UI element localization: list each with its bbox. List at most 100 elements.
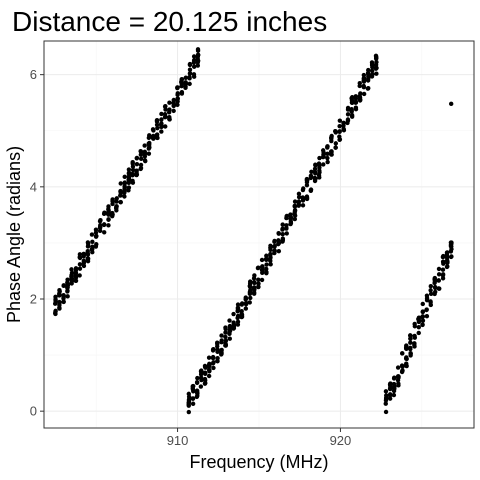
data-point	[333, 145, 338, 150]
data-point	[301, 186, 306, 191]
data-point	[445, 264, 450, 269]
data-point	[440, 259, 446, 264]
y-tick-label: 2	[30, 292, 37, 307]
data-point	[247, 300, 252, 305]
data-point	[280, 227, 285, 232]
data-point	[171, 108, 176, 114]
data-point	[391, 392, 397, 398]
data-point	[198, 384, 204, 389]
data-point	[251, 276, 257, 281]
data-point	[206, 373, 212, 379]
data-point	[284, 226, 289, 231]
x-tick-label: 920	[330, 433, 352, 448]
data-point	[433, 289, 438, 295]
data-point	[69, 270, 75, 276]
data-point	[268, 247, 273, 253]
data-point	[134, 161, 140, 167]
data-point	[138, 149, 144, 154]
data-point	[317, 170, 322, 175]
data-point	[268, 256, 273, 261]
data-point	[183, 80, 188, 85]
data-point	[284, 223, 289, 228]
data-point	[251, 290, 257, 295]
data-point	[130, 164, 136, 169]
data-point	[130, 173, 135, 178]
y-tick-label: 6	[30, 67, 37, 82]
data-point	[223, 338, 229, 343]
data-point	[268, 243, 273, 248]
data-point	[97, 228, 103, 234]
data-point	[268, 251, 273, 257]
data-point	[211, 365, 216, 371]
data-point	[420, 301, 425, 307]
data-point	[288, 212, 293, 217]
data-point	[345, 107, 351, 112]
data-point	[312, 178, 318, 184]
data-point	[404, 355, 409, 360]
data-point	[349, 100, 355, 105]
data-point	[374, 71, 379, 76]
data-point	[449, 244, 454, 249]
data-point	[412, 341, 417, 346]
data-point	[106, 204, 111, 209]
data-point	[329, 136, 334, 141]
data-point	[296, 191, 302, 197]
data-point	[101, 222, 107, 228]
data-point	[90, 239, 95, 245]
data-point	[235, 302, 241, 307]
data-point	[248, 295, 253, 301]
data-point	[365, 86, 371, 91]
data-point	[202, 378, 208, 383]
data-point	[73, 271, 78, 277]
data-point	[432, 284, 438, 290]
data-point	[215, 347, 220, 352]
data-point	[317, 155, 322, 161]
data-point	[345, 120, 350, 126]
data-point	[424, 313, 430, 319]
data-point	[349, 114, 355, 119]
data-point	[215, 341, 220, 347]
data-point	[138, 162, 144, 168]
data-point	[122, 189, 127, 194]
data-point	[122, 194, 127, 199]
data-point	[416, 318, 422, 323]
data-point	[57, 292, 62, 298]
data-point	[191, 64, 197, 69]
data-point	[186, 400, 192, 405]
data-point	[369, 60, 375, 65]
data-point	[190, 385, 195, 391]
data-point	[61, 293, 66, 298]
data-point	[223, 330, 228, 335]
data-point	[325, 151, 330, 157]
data-point	[349, 96, 354, 101]
data-point	[126, 170, 132, 175]
data-point	[93, 244, 99, 249]
data-point	[260, 264, 265, 269]
data-point	[436, 286, 442, 291]
data-point	[187, 62, 193, 68]
data-point	[337, 118, 343, 123]
data-point	[146, 151, 152, 156]
data-point	[420, 309, 426, 314]
data-point	[357, 83, 362, 89]
data-point	[175, 98, 180, 103]
data-point	[147, 133, 152, 138]
data-point	[361, 78, 367, 84]
data-point	[179, 79, 184, 85]
data-point	[416, 330, 421, 336]
data-point	[134, 170, 139, 175]
data-point	[337, 137, 342, 143]
data-point	[57, 288, 62, 293]
data-point	[252, 280, 257, 286]
data-point	[268, 262, 273, 267]
data-point	[183, 84, 188, 89]
data-point	[151, 128, 156, 133]
data-point	[219, 333, 224, 338]
data-point	[263, 256, 269, 262]
data-point	[395, 365, 401, 370]
data-point	[296, 202, 302, 208]
data-point	[142, 158, 148, 163]
data-point	[259, 257, 265, 263]
data-point	[187, 74, 192, 80]
data-point	[110, 212, 115, 217]
